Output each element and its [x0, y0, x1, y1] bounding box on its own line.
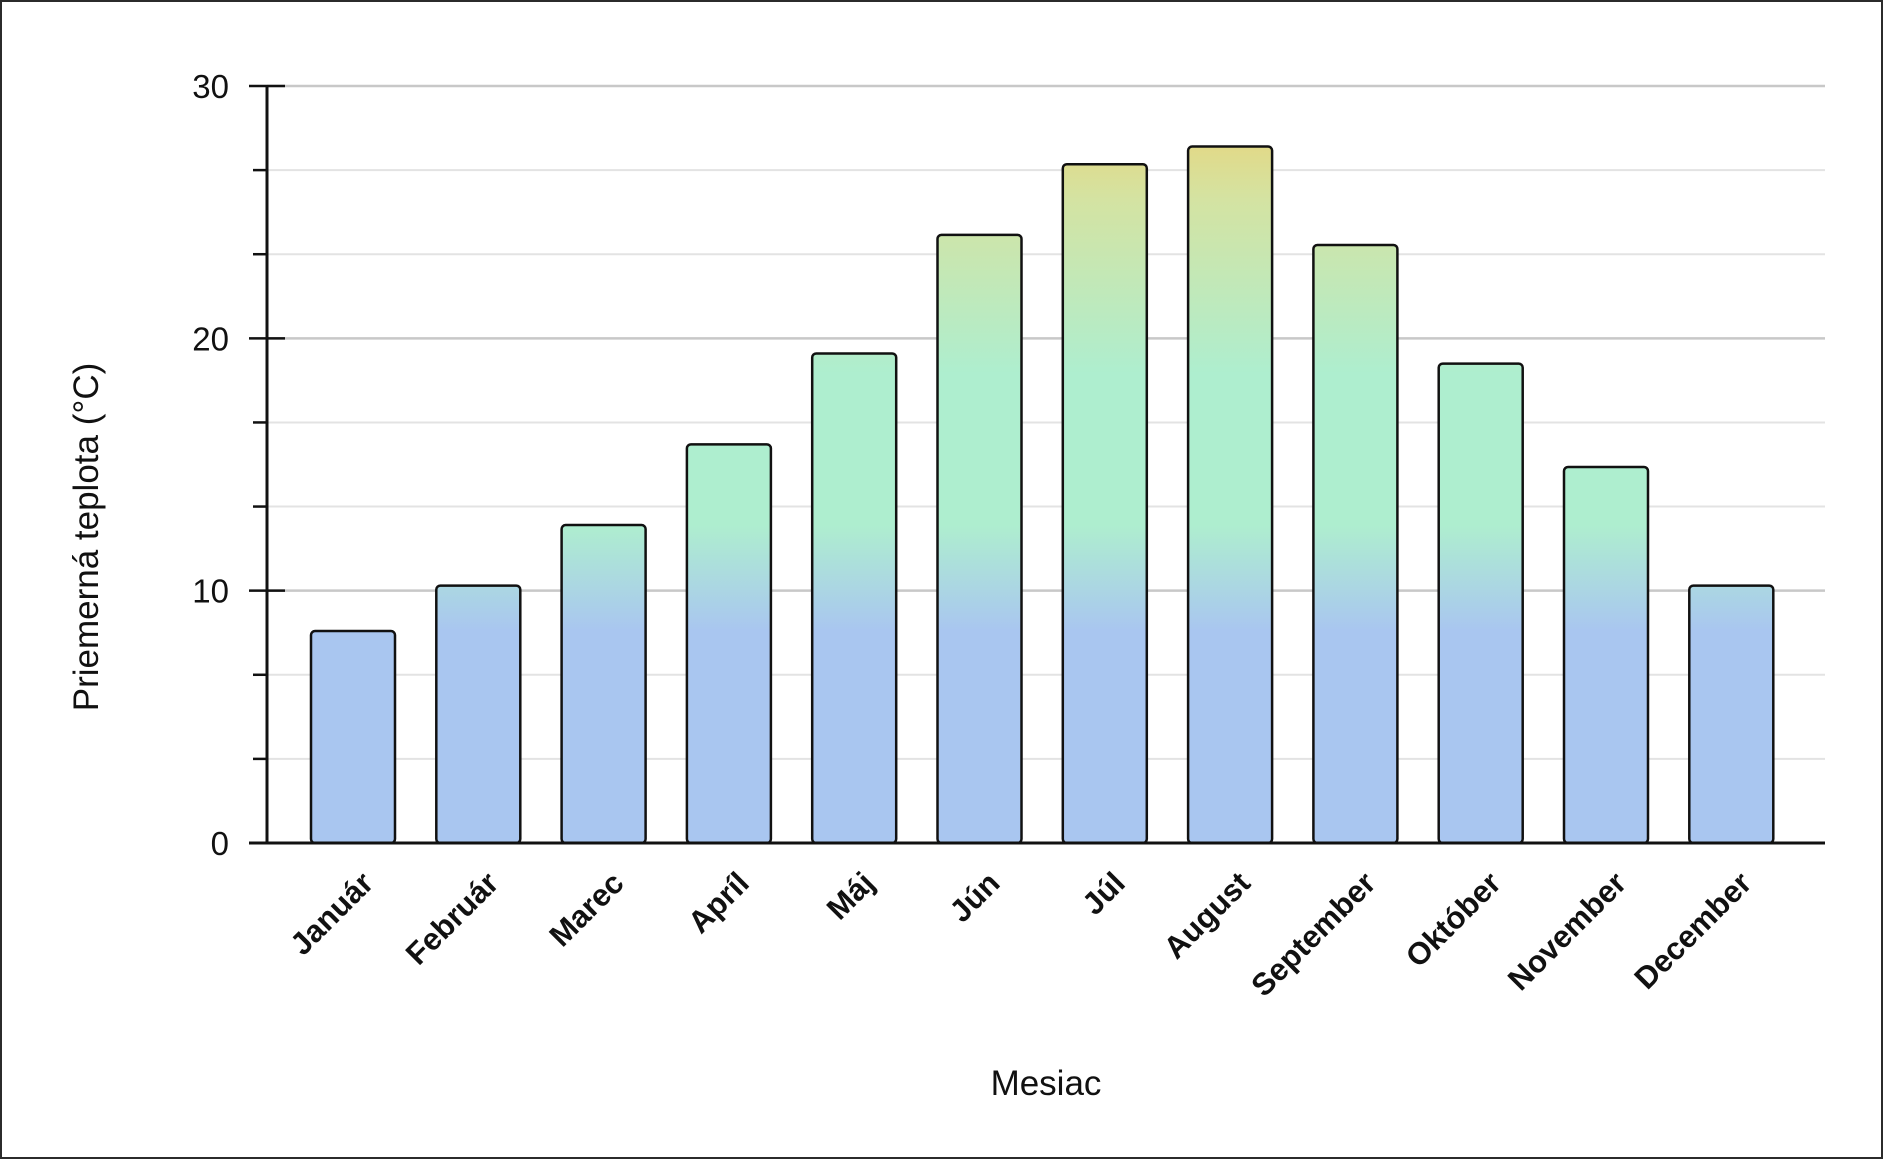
x-axis-title: Mesiac [991, 1064, 1102, 1103]
bar-11 [1688, 584, 1775, 845]
y-axis-title: Priemerná teplota (°C) [67, 363, 106, 712]
bar-7 [1186, 145, 1274, 845]
x-tick-label: Máj [820, 865, 881, 926]
x-tick-label: Február [399, 865, 505, 971]
x-tick-label: December [1627, 865, 1758, 996]
bar-2 [560, 523, 647, 845]
axes [249, 84, 1825, 845]
x-tick-label: September [1244, 865, 1382, 1003]
x-tick-label: Január [283, 865, 380, 962]
x-tick-label: Apríl [681, 865, 756, 940]
bar-4 [810, 352, 898, 845]
y-tick-label: 30 [192, 68, 229, 105]
bar-10 [1562, 465, 1650, 845]
y-tick-label: 20 [192, 320, 229, 357]
y-tick-label: 0 [211, 825, 229, 862]
x-tick-label: Júl [1075, 865, 1131, 921]
bar-9 [1437, 362, 1524, 845]
y-tick-labels: 0 10 20 30 [192, 68, 229, 862]
bar-8 [1312, 243, 1399, 845]
x-tick-label: August [1157, 865, 1257, 965]
bar-3 [685, 443, 773, 845]
grid-lines [267, 84, 1825, 760]
x-tick-labels: Január Február Marec Apríl Máj Jún Júl AugustSe… [283, 865, 1758, 1003]
bar-5 [936, 233, 1023, 845]
bars [309, 145, 1775, 845]
x-tick-label: November [1501, 865, 1633, 997]
x-tick-label: Jún [943, 865, 1007, 929]
bar-0 [309, 629, 397, 845]
bar-6 [1061, 162, 1149, 845]
bar-1 [435, 584, 522, 845]
x-tick-label: Marec [542, 865, 630, 953]
x-tick-label: Október [1399, 865, 1508, 974]
y-tick-label: 10 [192, 573, 229, 610]
